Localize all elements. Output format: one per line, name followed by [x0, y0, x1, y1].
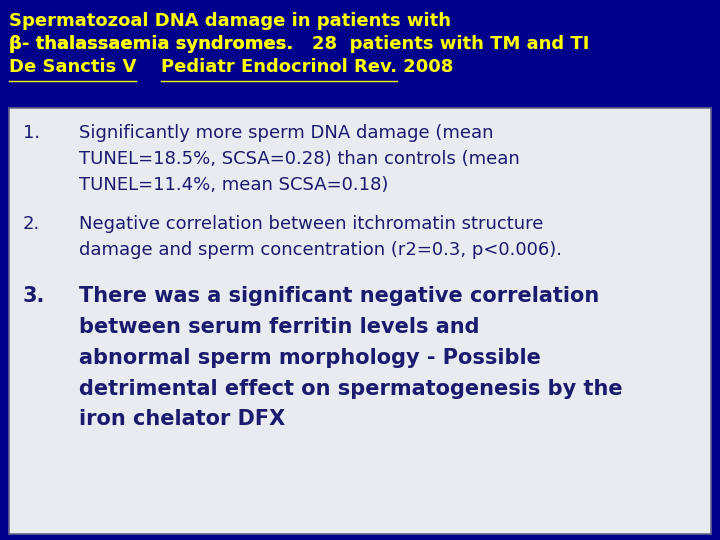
Text: β- thalassaemia syndromes.   28  patients with TM and TI: β- thalassaemia syndromes. 28 patients w… [9, 35, 589, 53]
Text: iron chelator DFX: iron chelator DFX [79, 409, 285, 429]
Text: There was a significant negative correlation: There was a significant negative correla… [79, 286, 600, 306]
Text: TUNEL=18.5%, SCSA=0.28) than controls (mean: TUNEL=18.5%, SCSA=0.28) than controls (m… [79, 150, 520, 168]
Text: damage and sperm concentration (r2=0.3, p<0.006).: damage and sperm concentration (r2=0.3, … [79, 241, 562, 259]
Text: Negative correlation between itchromatin structure: Negative correlation between itchromatin… [79, 215, 544, 233]
Text: β- thalassaemia syndromes.: β- thalassaemia syndromes. [9, 35, 293, 53]
Text: 3.: 3. [23, 286, 45, 306]
Text: detrimental effect on spermatogenesis by the: detrimental effect on spermatogenesis by… [79, 379, 623, 399]
Text: abnormal sperm morphology - Possible: abnormal sperm morphology - Possible [79, 348, 541, 368]
Text: β- thalassaemia syndromes.   28  patients with TM and TI: β- thalassaemia syndromes. 28 patients w… [9, 35, 589, 53]
Text: 2.: 2. [23, 215, 40, 233]
Text: Spermatozoal DNA damage in patients with: Spermatozoal DNA damage in patients with [9, 12, 451, 30]
Text: Pediatr Endocrinol Rev.: Pediatr Endocrinol Rev. [161, 58, 397, 76]
Text: 1.: 1. [23, 124, 40, 142]
Text: Significantly more sperm DNA damage (mean: Significantly more sperm DNA damage (mea… [79, 124, 494, 142]
Text: TUNEL=11.4%, mean SCSA=0.18): TUNEL=11.4%, mean SCSA=0.18) [79, 176, 389, 194]
FancyBboxPatch shape [9, 108, 711, 534]
Text: De Sanctis V: De Sanctis V [9, 58, 136, 76]
Text: between serum ferritin levels and: between serum ferritin levels and [79, 317, 480, 337]
Text: 2008: 2008 [397, 58, 454, 76]
